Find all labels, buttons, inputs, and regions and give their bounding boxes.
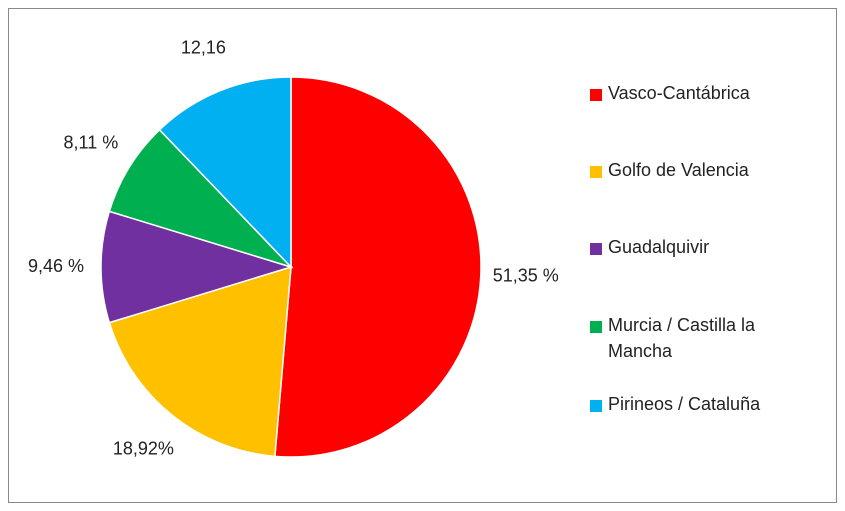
legend-label: Guadalquivir <box>608 237 710 257</box>
legend-swatch <box>590 243 602 255</box>
legend-label: Vasco-Cantábrica <box>608 83 750 103</box>
data-label: 51,35 % <box>493 266 559 286</box>
pie-slice <box>274 76 482 458</box>
pie-slice <box>108 265 292 458</box>
data-label: 12,16 <box>181 38 226 58</box>
legend-item: Vasco-Cantábrica <box>590 83 830 106</box>
legend-item: Guadalquivir <box>590 237 830 260</box>
legend-item: Golfo de Valencia <box>590 160 830 183</box>
legend-swatch <box>590 166 602 178</box>
pie-slice <box>158 76 292 269</box>
legend-swatch <box>590 400 602 412</box>
legend-swatch <box>590 321 602 333</box>
legend-label: Murcia / Castilla la Mancha <box>608 315 756 361</box>
legend-label: Golfo de Valencia <box>608 160 749 180</box>
data-label: 18,92% <box>113 439 174 459</box>
data-label: 8,11 % <box>64 133 119 153</box>
pie-slice <box>108 128 294 269</box>
legend-label: Pirineos / Cataluña <box>608 394 761 414</box>
legend-item: Murcia / Castilla la Mancha <box>590 315 830 364</box>
legend-item: Pirineos / Cataluña <box>590 394 830 417</box>
data-label: 9,46 % <box>28 256 84 276</box>
legend-swatch <box>590 89 602 101</box>
pie-slice <box>100 210 294 324</box>
